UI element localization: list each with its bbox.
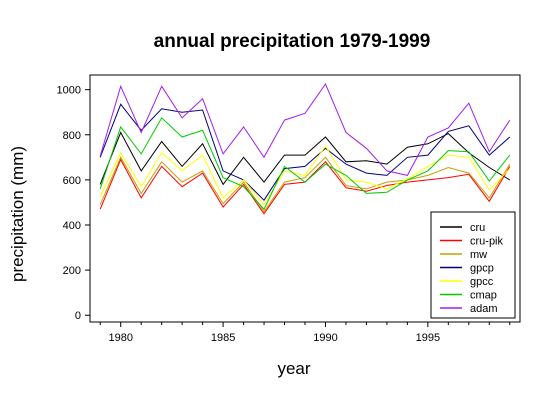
y-tick-label: 200 (63, 265, 81, 277)
legend-box (430, 211, 516, 319)
legend-label-cru: cru (470, 222, 485, 234)
x-axis: 1980 1985 1990 1995 (99, 322, 511, 344)
legend-label-cru-pik: cru-pik (470, 236, 504, 248)
series-line-gpcc (99, 145, 511, 206)
y-tick-label: 1000 (57, 85, 81, 97)
series-line-cmap (99, 117, 511, 211)
series-line-gpcp (99, 103, 511, 201)
y-tick-label: 800 (63, 130, 81, 142)
y-tick-label: 400 (63, 220, 81, 232)
x-tick-label: 1995 (416, 332, 440, 344)
chart-title: annual precipitation 1979-1999 (154, 31, 431, 52)
series-lines (99, 82, 511, 215)
legend-label-gpcc: gpcc (470, 276, 494, 288)
x-tick-label: 1980 (108, 332, 132, 344)
legend-label-mw: mw (470, 249, 487, 261)
y-axis-label: precipitation (mm) (8, 146, 27, 282)
x-tick-label: 1985 (211, 332, 235, 344)
x-tick-label: 1990 (313, 332, 337, 344)
legend-label-adam: adam (470, 303, 498, 315)
x-axis-label: year (277, 359, 310, 378)
series-line-mw (99, 156, 511, 213)
series-line-cru (99, 131, 511, 186)
legend-label-gpcp: gpcp (470, 263, 494, 275)
y-tick-label: 600 (63, 175, 81, 187)
legend-label-cmap: cmap (470, 290, 497, 302)
series-line-adam (99, 82, 511, 176)
y-tick-label: 0 (75, 310, 81, 322)
y-axis: 0 200 400 600 800 1000 (57, 85, 90, 322)
